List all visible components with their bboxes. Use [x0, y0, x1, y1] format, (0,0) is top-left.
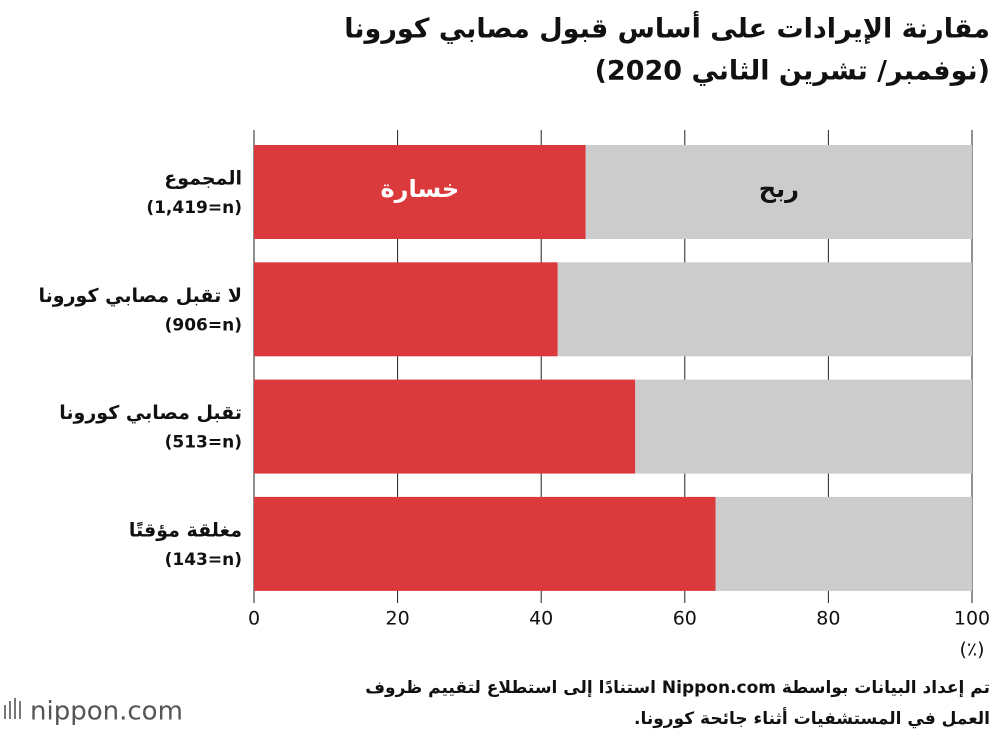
bar	[254, 145, 586, 239]
bar	[254, 262, 558, 357]
sample-size: (906=n)	[165, 315, 242, 335]
x-tick-label: 100	[954, 608, 990, 630]
x-tick-label: 20	[386, 608, 410, 630]
sample-size: (1,419=n)	[146, 198, 242, 218]
x-tick-label: 0	[248, 608, 260, 630]
bar	[715, 496, 972, 591]
bar	[254, 496, 716, 591]
bar	[585, 145, 972, 239]
category-label: تقبل مصابي كورونا	[59, 402, 242, 424]
category-label: لا تقبل مصابي كورونا	[39, 285, 242, 307]
x-tick-label: 40	[529, 608, 553, 630]
x-unit: (٪)	[959, 639, 984, 661]
bar	[635, 379, 972, 474]
chart-title: مقارنة الإيرادات على أساس قبول مصابي كور…	[344, 11, 990, 45]
x-tick-label: 80	[816, 608, 840, 630]
logo-icon	[4, 698, 21, 719]
series-label: ربح	[759, 175, 799, 203]
bar	[254, 379, 636, 474]
note: العمل في المستشفيات أثناء جائحة كورونا.	[634, 707, 990, 729]
plot: 0 20 40 60 80 100 المجموع (1,419=n) خسارة ربح لا ت…	[39, 130, 990, 630]
category-label: مغلقة مؤقتًا	[129, 519, 242, 541]
series-label: خسارة	[380, 175, 459, 203]
sample-size: (513=n)	[165, 433, 242, 453]
x-tick-label: 60	[673, 608, 697, 630]
note: تم إعداد البيانات بواسطة Nippon.com استن…	[365, 678, 990, 698]
bar	[557, 262, 972, 357]
sample-size: (143=n)	[165, 550, 242, 570]
chart-title: (نوفمبر/ تشرين الثاني 2020)	[595, 56, 990, 87]
logo: nippon.com	[30, 697, 183, 727]
category-label: المجموع	[164, 168, 242, 190]
